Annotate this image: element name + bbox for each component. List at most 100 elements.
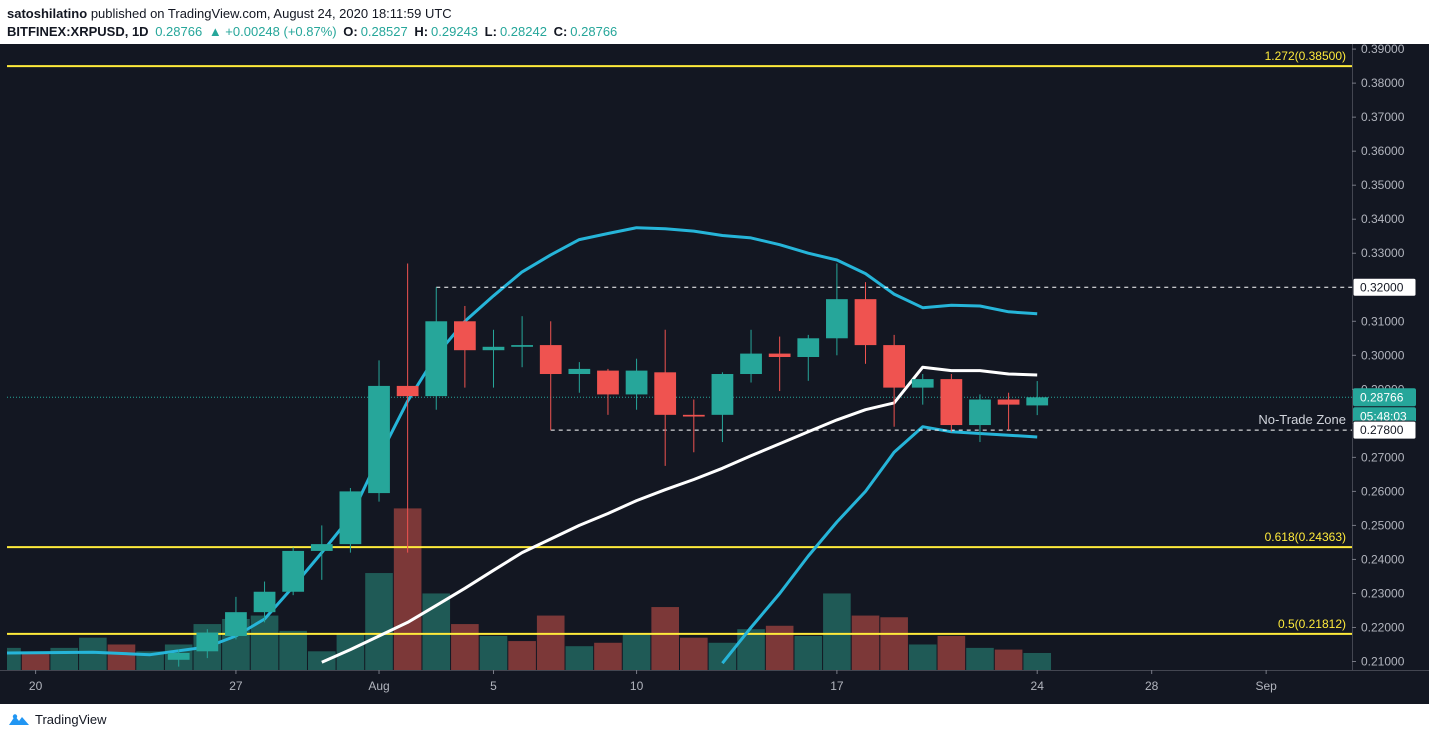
last-price: 0.28766 (155, 24, 203, 39)
price-tick-label: 0.24000 (1361, 552, 1405, 566)
candle-body (539, 345, 562, 375)
candle-body (368, 385, 390, 494)
volume-bar (508, 641, 536, 670)
volume-bar (765, 625, 794, 670)
volume-bar (565, 646, 594, 670)
candle-body (253, 591, 276, 613)
zone-label: No-Trade Zone (1258, 412, 1346, 427)
volume-bar (336, 634, 365, 670)
time-tick-label: 20 (29, 679, 43, 693)
volume-bar (823, 593, 851, 670)
candle-body (768, 353, 791, 357)
candle-body (940, 379, 963, 426)
volume-bar (708, 642, 737, 670)
time-tick-label: 24 (1031, 679, 1045, 693)
fib-label: 0.618(0.24363) (1265, 530, 1346, 544)
candle-body (854, 299, 877, 346)
tradingview-logo[interactable]: TradingView (8, 712, 107, 727)
price-tag: 0.27800 (1352, 420, 1417, 440)
chart-header: satoshilatino published on TradingView.c… (0, 0, 1429, 44)
published-text: published on TradingView.com, August 24,… (90, 6, 452, 21)
price-tick-label: 0.33000 (1361, 246, 1405, 260)
publisher-name[interactable]: satoshilatino (7, 6, 88, 21)
candle-body (282, 550, 305, 592)
candle-body (339, 491, 362, 545)
publish-line: satoshilatino published on TradingView.c… (7, 6, 452, 21)
candle-body (568, 368, 591, 375)
tradingview-icon (9, 713, 29, 725)
price-tick-label: 0.39000 (1361, 44, 1405, 56)
time-tick-label: 10 (630, 679, 644, 693)
candle-body (969, 399, 991, 426)
volume-bar (451, 624, 479, 670)
candle-body (711, 374, 734, 415)
volume-bar (937, 635, 966, 670)
price-tick-label: 0.37000 (1361, 110, 1405, 124)
volume-bar (622, 634, 651, 670)
low-value: 0.28242 (499, 24, 547, 39)
volume-bar (794, 635, 823, 670)
volume-bar (737, 629, 765, 670)
bollinger-middle-line (321, 365, 1038, 664)
symbol-label[interactable]: BITFINEX:XRPUSD, 1D (7, 24, 149, 39)
candle-body (396, 385, 419, 397)
price-tick-label: 0.34000 (1361, 212, 1405, 226)
candle-body (797, 338, 820, 357)
high-label: H: (414, 24, 429, 39)
candle-body (911, 379, 934, 388)
chart-footer: TradingView (0, 704, 1429, 739)
candle-body (997, 399, 1020, 405)
volume-bar (479, 635, 508, 670)
candle-body (425, 321, 448, 397)
close-label: C: (553, 24, 568, 39)
price-tick-label: 0.35000 (1361, 178, 1405, 192)
candle-body (482, 346, 505, 351)
volume-bar (21, 652, 50, 670)
price-change: ▲ +0.00248 (+0.87%) (208, 24, 337, 39)
volume-bar (136, 651, 164, 670)
time-tick-label: 27 (229, 679, 243, 693)
price-tick-label: 0.27000 (1361, 450, 1405, 464)
price-tick-label: 0.21000 (1361, 654, 1405, 668)
bollinger-lower-line (721, 425, 1038, 665)
time-tick-label: Aug (368, 679, 389, 693)
time-tick-label: 28 (1145, 679, 1159, 693)
price-tick-label: 0.26000 (1361, 484, 1405, 498)
price-tag-label: 0.28766 (1360, 390, 1404, 404)
tradingview-brand: TradingView (35, 712, 107, 727)
volume-bar (966, 647, 994, 670)
candle-body (826, 299, 848, 339)
high-value: 0.29243 (431, 24, 479, 39)
open-label: O: (343, 24, 358, 39)
candle-body (225, 612, 247, 636)
ohlc-line: BITFINEX:XRPUSD, 1D 0.28766 ▲ +0.00248 (… (7, 24, 620, 39)
price-tag-box (1352, 277, 1417, 297)
price-tag-label: 05:48:03 (1360, 409, 1407, 423)
volume-bar (880, 617, 908, 670)
open-value: 0.28527 (360, 24, 408, 39)
time-tick-label: Sep (1255, 679, 1277, 693)
price-tag-label: 0.32000 (1360, 280, 1404, 294)
chart-background (0, 44, 1429, 704)
price-tick-label: 0.36000 (1361, 144, 1405, 158)
candle-body (511, 345, 533, 347)
fib-label: 0.5(0.21812) (1278, 617, 1346, 631)
price-tick-label: 0.31000 (1361, 314, 1405, 328)
chart-area[interactable]: 1.272(0.38500) 0.618(0.24363) 0.5(0.21812)… (0, 42, 1429, 704)
candle-body (1026, 397, 1049, 406)
price-tag: 0.32000 (1352, 277, 1417, 297)
time-tick-label: 17 (830, 679, 844, 693)
candle-body (310, 544, 333, 551)
plot-area (7, 65, 1352, 670)
volume-bar (908, 644, 937, 670)
price-tag: 0.28766 (1353, 388, 1416, 407)
volume-bar (651, 607, 679, 670)
price-chart[interactable]: 1.272(0.38500) 0.618(0.24363) 0.5(0.21812)… (0, 42, 1429, 704)
fib-label: 1.272(0.38500) (1265, 49, 1346, 63)
candle-body (453, 321, 476, 351)
low-label: L: (484, 24, 497, 39)
volume-bar (279, 630, 307, 670)
price-tick-label: 0.30000 (1361, 348, 1405, 362)
volume-bar (1023, 652, 1052, 670)
volume-bar (994, 649, 1023, 670)
